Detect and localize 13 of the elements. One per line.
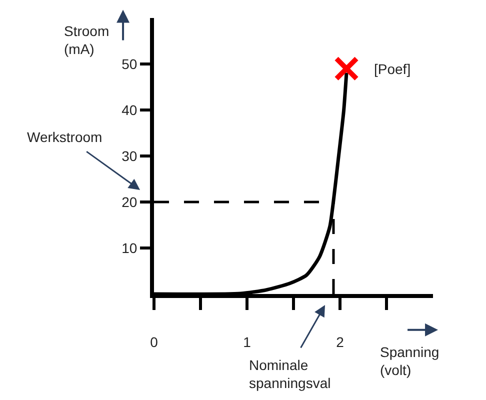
- x-tick-label: 1: [243, 334, 252, 350]
- x-axis-title: Spanning (volt): [380, 344, 440, 378]
- y-tick-label: 50: [122, 56, 138, 72]
- text: Werkstroom: [27, 129, 102, 145]
- text: Nominale spanningsval: [249, 357, 331, 392]
- x-tick-label: 0: [150, 334, 158, 350]
- y-tick-label: 10: [122, 240, 138, 256]
- x-tick-label: 2: [336, 334, 344, 350]
- y-tick-label: 40: [122, 102, 138, 118]
- annotation: [Poef]: [374, 61, 411, 77]
- y-tick-label: 30: [122, 148, 138, 164]
- y-axis-title: Stroom (mA): [64, 23, 110, 58]
- y-tick-label: 20: [122, 194, 138, 210]
